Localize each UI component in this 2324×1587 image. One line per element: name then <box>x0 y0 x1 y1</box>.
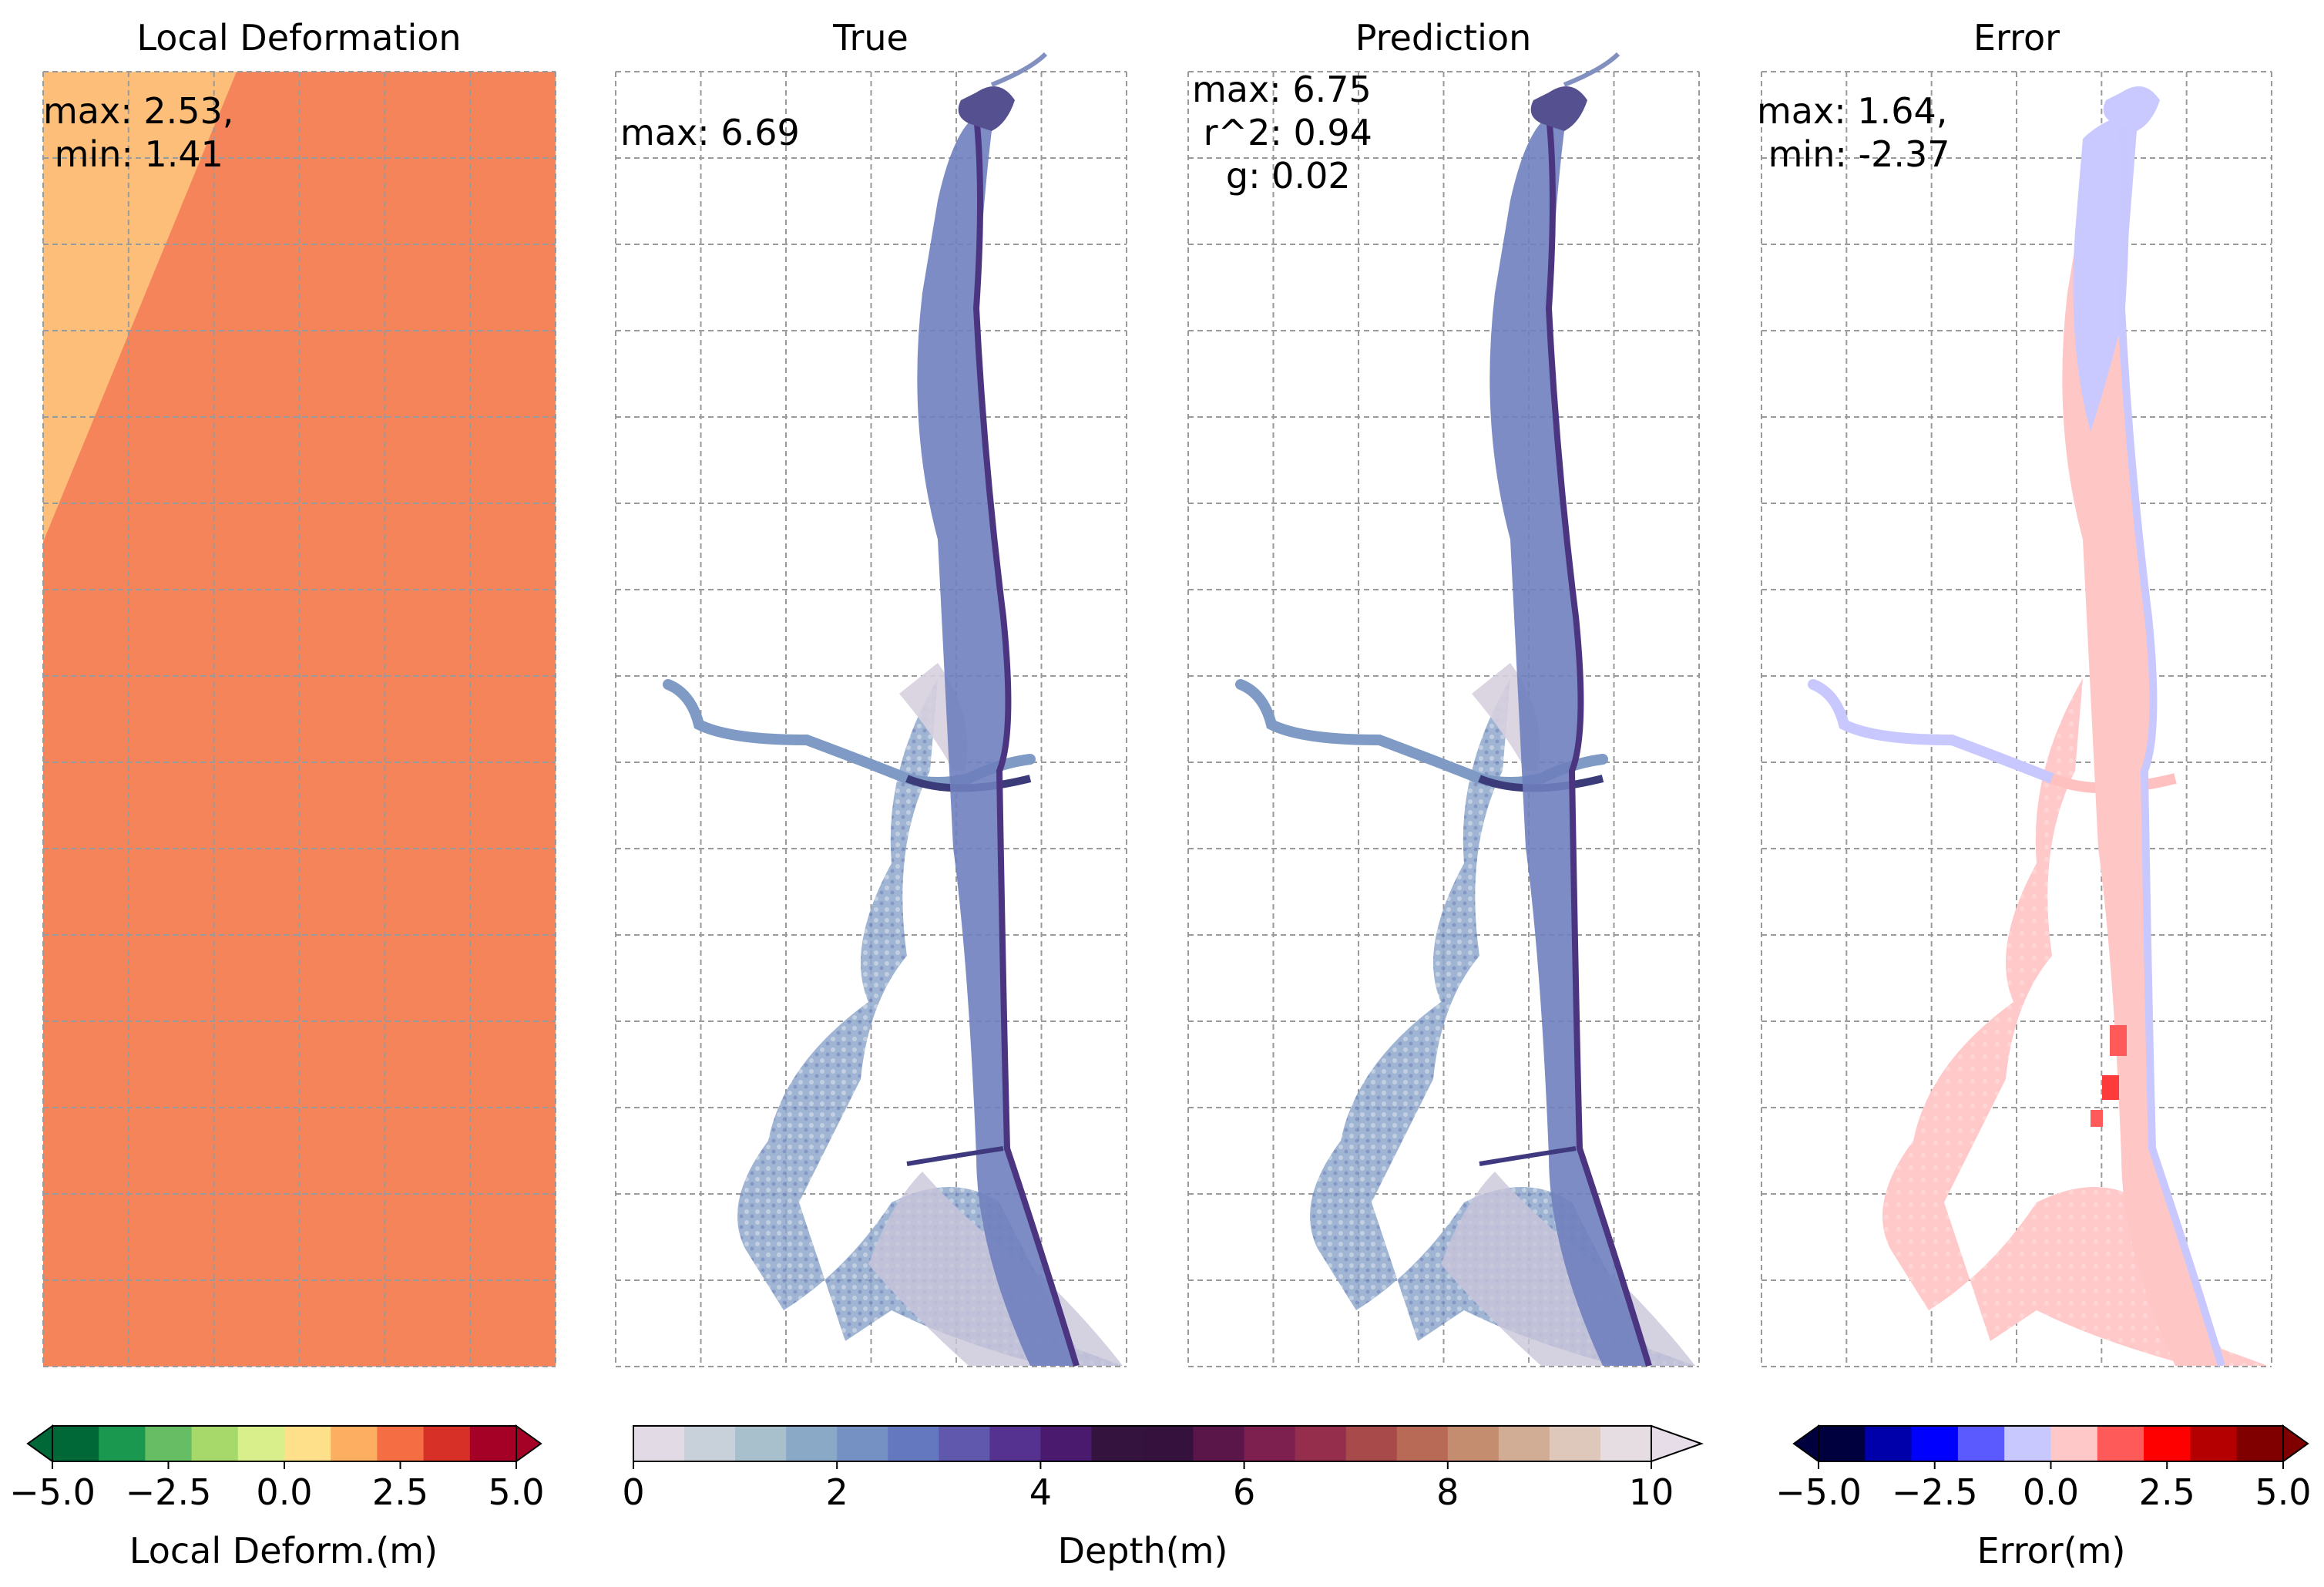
colorbar-tick-label: 4 <box>1029 1471 1052 1513</box>
colorbar-segment <box>735 1426 787 1461</box>
colorbar-extend-max <box>2282 1424 2309 1463</box>
colorbar-segment <box>2097 1426 2144 1461</box>
colorbar-tick-label: −2.5 <box>1892 1471 1978 1513</box>
colorbar-segment <box>1295 1426 1347 1461</box>
colorbar-label-deform: Local Deform.(m) <box>129 1530 438 1572</box>
colorbar-segment <box>1865 1426 1913 1461</box>
colorbar-segment <box>145 1426 193 1461</box>
colorbar-segment <box>1396 1426 1449 1461</box>
colorbar-segment <box>1193 1426 1245 1461</box>
flood-extent <box>663 52 1123 1367</box>
colorbar-segment <box>377 1426 425 1461</box>
colorbar-segment <box>2236 1426 2284 1461</box>
error-plot: max: 1.64, min: -2.37 <box>1757 71 2272 1367</box>
colorbar-segment <box>191 1426 239 1461</box>
colorbar-segment <box>1549 1426 1601 1461</box>
colorbar-tick-label: −2.5 <box>126 1471 212 1513</box>
local-deformation-plot <box>42 71 556 1367</box>
colorbar-segment <box>837 1426 888 1461</box>
colorbar-segment <box>331 1426 378 1461</box>
annotation-local-line1: max: 2.53, <box>43 90 233 132</box>
colorbar-outline <box>633 1425 1652 1462</box>
colorbar-segment <box>2190 1426 2238 1461</box>
colorbar-error: −5.0 −2.5 0.0 2.5 5.0 <box>1775 1424 2312 1513</box>
colorbar-segment <box>1447 1426 1500 1461</box>
colorbar-segment <box>1345 1426 1398 1461</box>
panel-title-true: True <box>832 17 908 59</box>
colorbar-tick-label: 5.0 <box>488 1471 544 1513</box>
flood-extent <box>1235 52 1695 1367</box>
colorbar-tick-label: −5.0 <box>9 1471 96 1513</box>
colorbar-label-depth: Depth(m) <box>1058 1530 1228 1572</box>
prediction-depth-plot: max: 6.75 r^2: 0.94 g: 0.02 <box>1187 52 1700 1367</box>
colorbar-tick-label: 0 <box>622 1471 644 1513</box>
annotation-pred-line1: max: 6.75 <box>1192 69 1372 110</box>
colorbar-segment <box>786 1426 838 1461</box>
deformation-low-band <box>43 72 237 542</box>
annotation-pred-line3: g: 0.02 <box>1192 155 1351 197</box>
colorbar-segment <box>1911 1426 1959 1461</box>
colorbar-segment <box>1091 1426 1143 1461</box>
panel-title-prediction: Prediction <box>1355 17 1532 59</box>
colorbar-extend-max <box>516 1424 542 1463</box>
colorbar-depth: 0 2 4 6 8 10 <box>622 1424 1704 1513</box>
annotation-pred-line2: r^2: 0.94 <box>1192 112 1372 153</box>
annotation-local-line2: min: 1.41 <box>43 133 223 175</box>
colorbar-segment <box>684 1426 736 1461</box>
colorbar-extend-min <box>1792 1424 1819 1463</box>
colorbar-segment <box>1040 1426 1092 1461</box>
colorbar-segment <box>888 1426 939 1461</box>
grid-lines <box>42 71 556 1367</box>
colorbar-segment <box>52 1426 99 1461</box>
colorbar-tick-label: 5.0 <box>2255 1471 2311 1513</box>
colorbar-segment <box>2004 1426 2051 1461</box>
colorbar-segment <box>1957 1426 2005 1461</box>
colorbar-tick-label: −5.0 <box>1775 1471 1862 1513</box>
annotation-true-line1: max: 6.69 <box>620 112 800 153</box>
colorbar-segment <box>1142 1426 1194 1461</box>
colorbar-extend-min <box>26 1424 53 1463</box>
colorbar-local-deformation: −5.0 −2.5 0.0 2.5 5.0 <box>9 1424 545 1513</box>
colorbar-segment <box>633 1426 685 1461</box>
colorbar-segment <box>989 1426 1041 1461</box>
error-extent <box>1808 86 2268 1367</box>
colorbar-segment <box>99 1426 146 1461</box>
colorbar-segment <box>2050 1426 2098 1461</box>
panel-title-local: Local Deformation <box>136 17 461 59</box>
colorbar-segment <box>1819 1426 1866 1461</box>
colorbar-tick-label: 2.5 <box>2139 1471 2195 1513</box>
colorbar-tick-label: 0.0 <box>256 1471 312 1513</box>
colorbar-segment <box>423 1426 471 1461</box>
colorbar-tick-label: 8 <box>1436 1471 1459 1513</box>
annotation-error-line1: max: 1.64, <box>1757 90 1947 132</box>
colorbar-tick-label: 2.5 <box>372 1471 428 1513</box>
colorbar-segment <box>1600 1426 1652 1461</box>
panel-title-error: Error <box>1973 17 2060 59</box>
colorbar-segment <box>2144 1426 2191 1461</box>
true-depth-plot: max: 6.69 <box>615 52 1127 1367</box>
colorbar-segment <box>469 1426 517 1461</box>
colorbar-tick-label: 0.0 <box>2023 1471 2079 1513</box>
colorbar-segment <box>237 1426 285 1461</box>
colorbar-segment <box>1244 1426 1296 1461</box>
colorbar-segment <box>284 1426 331 1461</box>
colorbar-label-error: Error(m) <box>1977 1530 2126 1572</box>
colorbar-extend-max <box>1651 1424 1704 1463</box>
colorbar-segment <box>939 1426 990 1461</box>
colorbar-tick-label: 6 <box>1233 1471 1255 1513</box>
colorbar-tick-label: 10 <box>1629 1471 1674 1513</box>
colorbar-segment <box>1498 1426 1550 1461</box>
colorbar-tick-label: 2 <box>826 1471 848 1513</box>
annotation-error-line2: min: -2.37 <box>1757 133 1950 175</box>
